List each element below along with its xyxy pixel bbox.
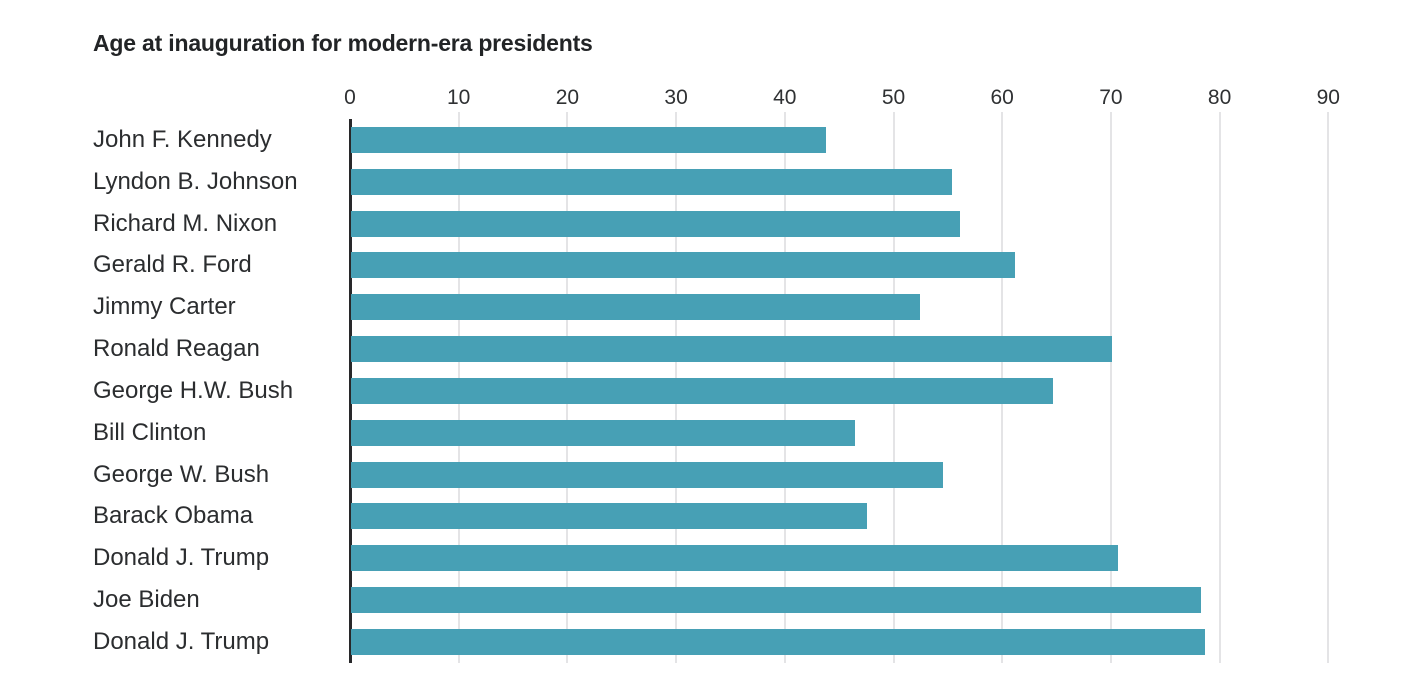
category-label: Gerald R. Ford (93, 251, 252, 279)
x-tick-label: 20 (555, 86, 580, 109)
plot-area (349, 112, 1412, 663)
bar (351, 503, 868, 530)
category-label: Barack Obama (93, 502, 254, 530)
y-axis-line (349, 119, 352, 663)
bar (351, 252, 1016, 279)
category-label: George H.W. Bush (93, 376, 294, 404)
x-tick-label: 10 (447, 86, 471, 109)
gridline (1327, 112, 1330, 663)
bar (351, 461, 944, 488)
bar (351, 419, 856, 446)
bar (351, 545, 1119, 572)
category-label: Jimmy Carter (93, 293, 236, 321)
x-tick-label: 80 (1207, 86, 1232, 109)
category-label: Donald J. Trump (93, 544, 270, 572)
chart-title: Age at inauguration for modern-era presi… (93, 30, 593, 56)
gridline (1109, 112, 1112, 663)
gridline (1218, 112, 1221, 663)
x-tick-label: 90 (1316, 86, 1340, 109)
category-label: Ronald Reagan (93, 335, 260, 363)
category-label: Joe Biden (93, 586, 200, 614)
bar (351, 294, 920, 321)
x-tick-label: 40 (773, 86, 797, 109)
bar (351, 127, 827, 153)
x-tick-label: 50 (881, 86, 906, 109)
bar (351, 168, 953, 195)
bar (351, 377, 1054, 404)
bar (351, 587, 1202, 614)
category-label: John F. Kennedy (93, 126, 272, 153)
category-label: Bill Clinton (93, 418, 207, 446)
category-label: George W. Bush (93, 460, 270, 488)
x-tick-label: 70 (1099, 86, 1123, 109)
category-label: Richard M. Nixon (93, 209, 278, 237)
x-tick-label: 30 (664, 86, 688, 109)
bar (351, 210, 960, 237)
x-tick-label: 60 (990, 86, 1014, 109)
category-label: Donald J. Trump (93, 627, 270, 655)
bar (351, 628, 1206, 655)
bar (351, 336, 1112, 363)
x-tick-label: 0 (344, 86, 356, 109)
category-label: Lyndon B. Johnson (93, 167, 298, 195)
